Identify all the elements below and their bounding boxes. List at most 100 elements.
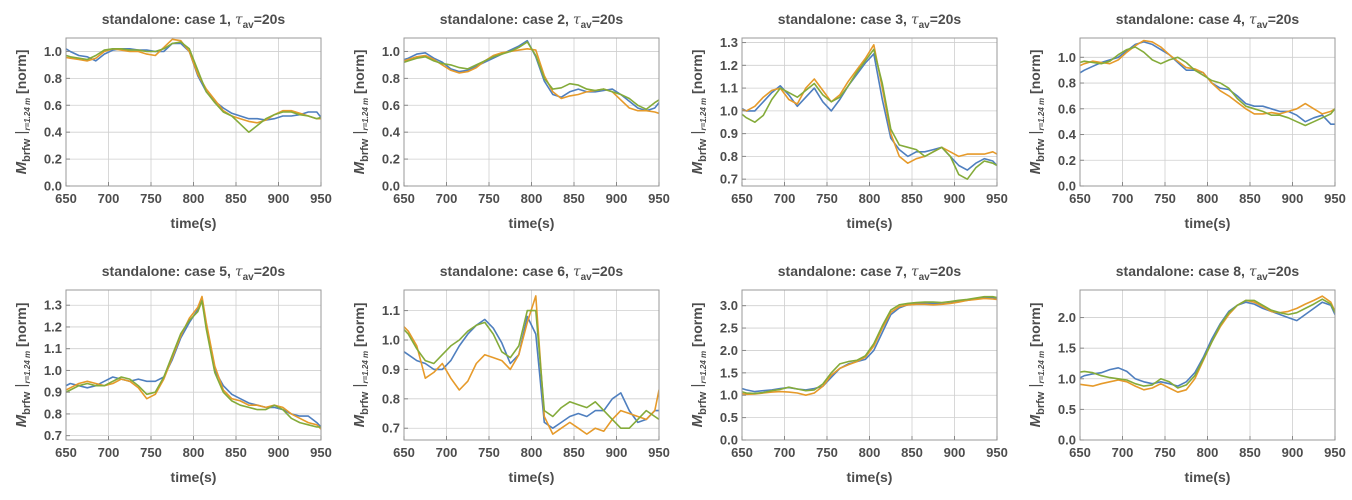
y-tick-label: 0.7 <box>382 421 400 436</box>
x-axis-label: time(s) <box>509 469 555 485</box>
panel-case-2: standalone: case 2, τav=20s 650 700 750 800 8… <box>351 11 670 231</box>
y-axis-label: Mbrfw |r=1.24 m [norm] <box>13 50 33 175</box>
series-line-1 <box>742 296 997 393</box>
y-tick-label: 0.7 <box>720 172 738 187</box>
y-tick-label: 1.1 <box>44 341 62 356</box>
series-group <box>742 43 997 180</box>
x-tick-label: 700 <box>774 445 796 460</box>
y-tick-label: 0.9 <box>382 362 400 377</box>
x-tick-label: 900 <box>268 445 290 460</box>
series-line-1 <box>1080 301 1335 387</box>
y-tick-label: 3.0 <box>720 298 738 313</box>
panel-case-5: standalone: case 5, τav=20s 650 700 750 800 8… <box>13 263 332 485</box>
panel-title: standalone: case 8, τav=20s <box>1116 263 1300 283</box>
y-axis-label: Mbrfw |r=1.24 m [norm] <box>1027 303 1047 428</box>
series-line-2 <box>404 47 659 115</box>
y-tick-label: 0.6 <box>382 98 400 113</box>
y-tick-label: 1.0 <box>382 44 400 59</box>
x-tick-label: 950 <box>310 445 332 460</box>
x-tick-label: 850 <box>1239 191 1261 206</box>
panel-case-6: standalone: case 6, τav=20s 650 700 750 800 8… <box>351 263 670 485</box>
y-tick-label: 2.0 <box>1058 310 1076 325</box>
y-axis-label: Mbrfw |r=1.24 m [norm] <box>689 50 709 175</box>
x-tick-label: 800 <box>1197 445 1219 460</box>
panel-title: standalone: case 4, τav=20s <box>1116 11 1300 31</box>
y-tick-label: 0.8 <box>382 391 400 406</box>
y-axis-label: Mbrfw |r=1.24 m [norm] <box>351 303 371 428</box>
y-tick-label: 1.0 <box>382 333 400 348</box>
series-line-3 <box>66 41 321 133</box>
y-tick-label: 0.0 <box>382 179 400 194</box>
series-group <box>742 295 997 397</box>
y-tick-label: 0.4 <box>44 125 63 140</box>
x-tick-label: 800 <box>1197 191 1219 206</box>
x-tick-label: 750 <box>140 191 162 206</box>
y-tick-label: 0.5 <box>1058 402 1076 417</box>
x-tick-label: 750 <box>478 191 500 206</box>
x-tick-label: 950 <box>648 445 670 460</box>
series-group <box>66 295 321 430</box>
x-tick-label: 850 <box>901 191 923 206</box>
x-tick-label: 950 <box>648 191 670 206</box>
y-tick-label: 0.8 <box>1058 76 1076 91</box>
y-tick-label: 0.8 <box>44 71 62 86</box>
x-tick-label: 900 <box>1282 445 1304 460</box>
series-group <box>404 295 659 435</box>
series-line-3 <box>742 295 997 395</box>
x-tick-label: 650 <box>55 191 77 206</box>
series-line-2 <box>66 38 321 124</box>
x-tick-label: 750 <box>816 445 838 460</box>
y-tick-label: 1.3 <box>720 35 738 50</box>
x-tick-label: 900 <box>268 191 290 206</box>
y-tick-label: 0.7 <box>44 428 62 443</box>
x-tick-label: 850 <box>1239 445 1261 460</box>
series-line-3 <box>404 309 659 430</box>
x-tick-label: 800 <box>183 191 205 206</box>
series-group <box>404 39 659 115</box>
panel-title: standalone: case 2, τav=20s <box>440 11 624 31</box>
y-tick-label: 0.8 <box>44 406 62 421</box>
y-axis-label: Mbrfw |r=1.24 m [norm] <box>1027 50 1047 175</box>
x-tick-label: 850 <box>563 191 585 206</box>
x-tick-label: 750 <box>1154 445 1176 460</box>
panel-title: standalone: case 1, τav=20s <box>102 11 286 31</box>
x-tick-label: 650 <box>393 445 415 460</box>
series-line-3 <box>66 300 321 428</box>
x-axis-label: time(s) <box>847 215 893 231</box>
y-tick-label: 1.0 <box>1058 50 1076 65</box>
series-group <box>1080 295 1335 394</box>
y-tick-label: 0.9 <box>44 385 62 400</box>
x-axis-label: time(s) <box>509 215 555 231</box>
x-tick-label: 750 <box>816 191 838 206</box>
y-tick-label: 0.8 <box>382 71 400 86</box>
y-tick-label: 0.8 <box>720 149 738 164</box>
y-tick-label: 0.4 <box>382 125 401 140</box>
x-axis-label: time(s) <box>847 469 893 485</box>
panel-title: standalone: case 6, τav=20s <box>440 263 624 283</box>
grid <box>742 290 997 440</box>
x-axis-label: time(s) <box>1185 469 1231 485</box>
grid <box>404 38 659 186</box>
series-group <box>66 38 321 133</box>
y-tick-label: 1.0 <box>1058 371 1076 386</box>
y-tick-label: 1.0 <box>720 388 738 403</box>
series-line-2 <box>404 295 659 435</box>
x-tick-label: 900 <box>944 191 966 206</box>
y-tick-label: 0.9 <box>720 126 738 141</box>
x-tick-label: 800 <box>183 445 205 460</box>
x-tick-label: 750 <box>1154 191 1176 206</box>
x-tick-label: 950 <box>1324 191 1346 206</box>
y-tick-label: 0.0 <box>720 433 738 448</box>
y-tick-label: 2.5 <box>720 321 738 336</box>
series-group <box>1080 39 1335 127</box>
panel-case-4: standalone: case 4, τav=20s 650 700 750 800 8… <box>1027 11 1346 231</box>
series-line-3 <box>742 48 997 180</box>
x-tick-label: 850 <box>563 445 585 460</box>
x-tick-label: 850 <box>225 445 247 460</box>
panel-case-3: standalone: case 3, τav=20s 650 700 750 800 8… <box>689 11 1008 231</box>
x-tick-label: 650 <box>1069 191 1091 206</box>
series-line-2 <box>742 43 997 164</box>
x-tick-label: 650 <box>731 445 753 460</box>
y-tick-label: 0.2 <box>44 152 62 167</box>
